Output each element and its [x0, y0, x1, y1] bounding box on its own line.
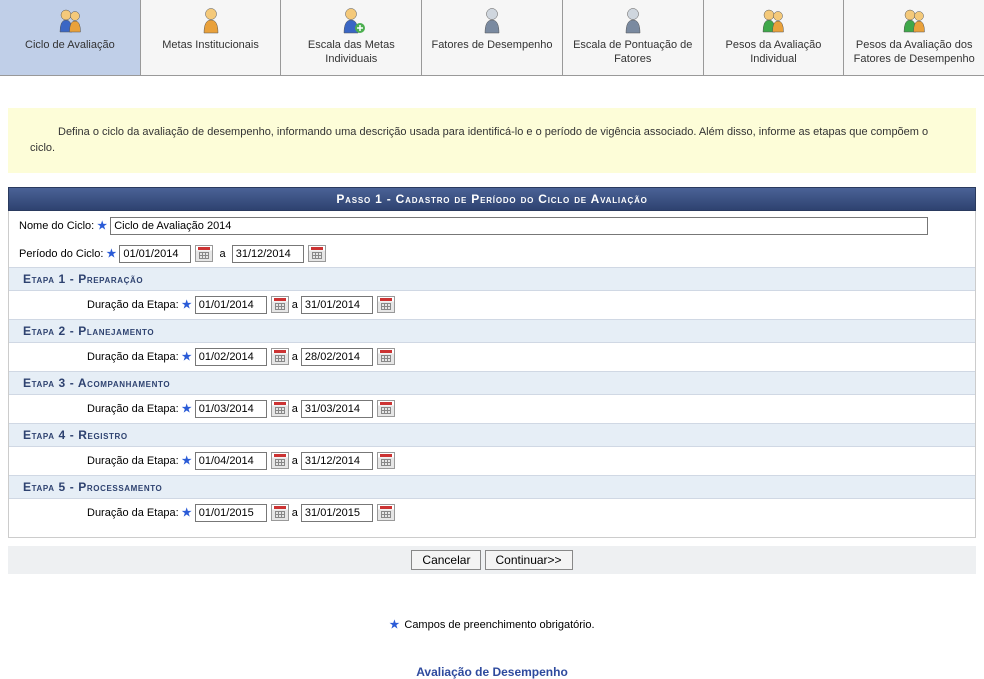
- input-etapa-end[interactable]: [301, 348, 373, 366]
- etapa-header-2: Etapa 2 - Planejamento: [9, 319, 975, 343]
- form-body: Nome do Ciclo: ★ Período do Ciclo: ★ a E…: [8, 211, 976, 538]
- calendar-icon[interactable]: [271, 504, 289, 521]
- calendar-icon[interactable]: [377, 452, 395, 469]
- label-duracao-etapa: Duração da Etapa:: [87, 403, 179, 415]
- tab-label: Escala das Metas Individuais: [308, 39, 395, 65]
- calendar-icon[interactable]: [377, 400, 395, 417]
- etapa-row-3: Duração da Etapa: ★ a: [9, 395, 975, 423]
- required-star: ★: [389, 619, 399, 631]
- input-periodo-start[interactable]: [119, 245, 191, 263]
- person-icon: [145, 6, 277, 34]
- etapa-row-1: Duração da Etapa: ★ a: [9, 291, 975, 319]
- tab-2[interactable]: Escala das Metas Individuais: [281, 0, 422, 75]
- input-etapa-end[interactable]: [301, 504, 373, 522]
- footer-link-anchor[interactable]: Avaliação de Desempenho: [416, 665, 568, 679]
- required-star: ★: [182, 351, 192, 363]
- tab-4[interactable]: Escala de Pontuação de Fatores: [563, 0, 704, 75]
- tab-label: Pesos da Avaliação dos Fatores de Desemp…: [854, 39, 975, 65]
- top-tabs: Ciclo de Avaliação Metas Institucionais Es…: [0, 0, 984, 76]
- tab-label: Ciclo de Avaliação: [25, 39, 115, 51]
- date-separator: a: [292, 299, 298, 311]
- date-separator: a: [292, 455, 298, 467]
- label-duracao-etapa: Duração da Etapa:: [87, 507, 179, 519]
- etapa-row-4: Duração da Etapa: ★ a: [9, 447, 975, 475]
- person-icon: [4, 6, 136, 34]
- required-star: ★: [106, 248, 116, 260]
- input-etapa-start[interactable]: [195, 348, 267, 366]
- calendar-icon[interactable]: [271, 400, 289, 417]
- person-icon: [567, 6, 699, 34]
- date-separator: a: [292, 507, 298, 519]
- row-periodo-ciclo: Período do Ciclo: ★ a: [9, 239, 975, 267]
- required-star: ★: [97, 220, 107, 232]
- input-etapa-start[interactable]: [195, 452, 267, 470]
- required-star: ★: [182, 507, 192, 519]
- etapa-header-1: Etapa 1 - Preparação: [9, 267, 975, 291]
- person-icon: [285, 6, 417, 34]
- tab-3[interactable]: Fatores de Desempenho: [422, 0, 563, 75]
- calendar-icon[interactable]: [377, 296, 395, 313]
- input-periodo-end[interactable]: [232, 245, 304, 263]
- etapa-row-2: Duração da Etapa: ★ a: [9, 343, 975, 371]
- calendar-icon[interactable]: [271, 452, 289, 469]
- label-periodo-ciclo: Período do Ciclo:: [19, 248, 103, 260]
- required-note-text: Campos de preenchimento obrigatório.: [404, 619, 594, 631]
- date-separator: a: [220, 248, 226, 260]
- calendar-icon[interactable]: [195, 245, 213, 262]
- person-icon: [426, 6, 558, 34]
- cancel-button[interactable]: Cancelar: [411, 550, 481, 570]
- required-star: ★: [182, 403, 192, 415]
- calendar-icon[interactable]: [377, 348, 395, 365]
- person-icon: [708, 6, 840, 34]
- etapa-row-5: Duração da Etapa: ★ a: [9, 499, 975, 527]
- calendar-icon[interactable]: [377, 504, 395, 521]
- tab-6[interactable]: Pesos da Avaliação dos Fatores de Desemp…: [844, 0, 984, 75]
- tab-0[interactable]: Ciclo de Avaliação: [0, 0, 141, 75]
- label-duracao-etapa: Duração da Etapa:: [87, 299, 179, 311]
- tab-label: Pesos da Avaliação Individual: [726, 39, 822, 65]
- calendar-icon[interactable]: [308, 245, 326, 262]
- date-separator: a: [292, 351, 298, 363]
- tab-5[interactable]: Pesos da Avaliação Individual: [704, 0, 845, 75]
- etapa-header-4: Etapa 4 - Registro: [9, 423, 975, 447]
- footer-required-note: ★ Campos de preenchimento obrigatório.: [0, 618, 984, 631]
- step-header: Passo 1 - Cadastro de Período do Ciclo d…: [8, 187, 976, 211]
- button-row: Cancelar Continuar>>: [8, 546, 976, 574]
- required-star: ★: [182, 299, 192, 311]
- etapa-header-5: Etapa 5 - Processamento: [9, 475, 975, 499]
- label-duracao-etapa: Duração da Etapa:: [87, 351, 179, 363]
- continue-button[interactable]: Continuar>>: [485, 550, 573, 570]
- input-etapa-start[interactable]: [195, 504, 267, 522]
- input-etapa-end[interactable]: [301, 452, 373, 470]
- calendar-icon[interactable]: [271, 296, 289, 313]
- input-etapa-start[interactable]: [195, 296, 267, 314]
- date-separator: a: [292, 403, 298, 415]
- etapa-header-3: Etapa 3 - Acompanhamento: [9, 371, 975, 395]
- info-box: Defina o ciclo da avaliação de desempenh…: [8, 108, 976, 173]
- tab-1[interactable]: Metas Institucionais: [141, 0, 282, 75]
- input-etapa-start[interactable]: [195, 400, 267, 418]
- input-etapa-end[interactable]: [301, 400, 373, 418]
- row-nome-ciclo: Nome do Ciclo: ★: [9, 211, 975, 239]
- person-icon: [848, 6, 980, 34]
- input-etapa-end[interactable]: [301, 296, 373, 314]
- tab-label: Escala de Pontuação de Fatores: [573, 39, 692, 65]
- tab-label: Fatores de Desempenho: [431, 39, 552, 51]
- required-star: ★: [182, 455, 192, 467]
- input-nome-ciclo[interactable]: [110, 217, 928, 235]
- label-nome-ciclo: Nome do Ciclo:: [19, 220, 94, 232]
- calendar-icon[interactable]: [271, 348, 289, 365]
- footer-link: Avaliação de Desempenho: [0, 665, 984, 679]
- tab-label: Metas Institucionais: [162, 39, 259, 51]
- label-duracao-etapa: Duração da Etapa:: [87, 455, 179, 467]
